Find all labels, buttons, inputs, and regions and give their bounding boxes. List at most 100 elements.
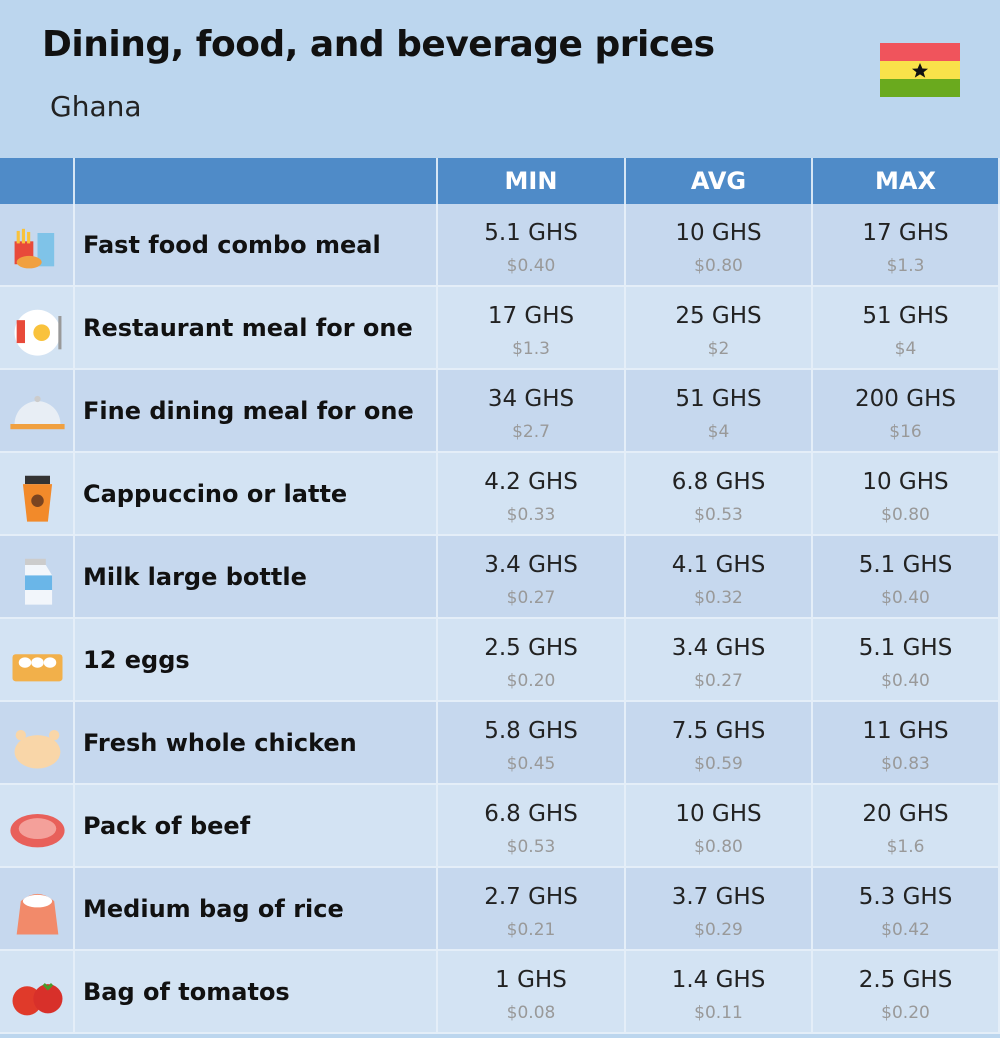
local-price: 3.4 GHS — [484, 552, 578, 578]
price-cell: 200 GHS $16 — [813, 370, 1000, 453]
item-icon — [14, 309, 62, 356]
usd-price: $0.27 — [506, 588, 556, 608]
usd-price: $0.29 — [694, 920, 743, 940]
local-price: 3.4 GHS — [671, 635, 766, 661]
usd-price: $0.20 — [506, 671, 556, 691]
item-icon — [12, 983, 63, 1016]
price-cell: 3.4 GHS $0.27 — [438, 536, 626, 619]
local-price: 2.5 GHS — [484, 635, 578, 661]
price-cell: 10 GHS $0.80 — [813, 453, 1000, 536]
flag — [880, 43, 960, 97]
price-cell: 20 GHS $1.6 — [813, 785, 1000, 868]
item-icon — [25, 558, 53, 605]
price-cell: 34 GHS $2.7 — [438, 370, 626, 453]
table-row: Pack of beef 6.8 GHS $0.53 10 GHS $0.80 20 GH… — [0, 785, 1000, 868]
usd-price: $4 — [707, 422, 730, 442]
usd-price: $0.45 — [506, 754, 556, 774]
table-row: Bag of tomatos 1 GHS $0.08 1.4 GHS $0.11 2.5 … — [0, 951, 1000, 1034]
item-name: Fine dining meal for one — [75, 370, 438, 453]
item-icon — [16, 893, 59, 935]
item-icon — [14, 228, 55, 269]
local-price: 5.3 GHS — [858, 884, 953, 910]
local-price: 25 GHS — [675, 303, 762, 329]
item-name: Bag of tomatos — [75, 951, 438, 1034]
local-price: 3.7 GHS — [671, 884, 766, 910]
usd-price: $1.6 — [886, 837, 925, 857]
local-price: 51 GHS — [862, 303, 949, 329]
usd-price: $0.33 — [506, 505, 556, 525]
icon-cell — [0, 785, 75, 868]
item-name: Fresh whole chicken — [75, 702, 438, 785]
local-price: 34 GHS — [487, 386, 575, 412]
table-row: Fine dining meal for one 34 GHS $2.7 51 GHS… — [0, 370, 1000, 453]
column-header: MAX — [813, 158, 1000, 204]
local-price: 1 GHS — [495, 967, 567, 993]
local-price: 10 GHS — [862, 469, 949, 495]
icon-cell — [0, 453, 75, 536]
local-price: 5.1 GHS — [484, 220, 578, 246]
item-icon — [22, 475, 53, 522]
item-name: Pack of beef — [75, 785, 438, 868]
icon-cell — [0, 204, 75, 287]
price-cell: 1.4 GHS $0.11 — [626, 951, 813, 1034]
usd-price: $0.40 — [881, 588, 930, 608]
icon-cell — [0, 287, 75, 370]
table-row: Cappuccino or latte 4.2 GHS $0.33 6.8 GHS $0… — [0, 453, 1000, 536]
usd-price: $0.40 — [881, 671, 930, 691]
local-price: 51 GHS — [675, 386, 762, 412]
table-row: Fresh whole chicken 5.8 GHS $0.45 7.5 GHS $0… — [0, 702, 1000, 785]
local-price: 5.1 GHS — [858, 552, 953, 578]
price-cell: 7.5 GHS $0.59 — [626, 702, 813, 785]
usd-price: $1.3 — [512, 339, 550, 359]
price-cell: 10 GHS $0.80 — [626, 785, 813, 868]
price-cell: 51 GHS $4 — [626, 370, 813, 453]
local-price: 5.8 GHS — [484, 718, 578, 744]
table-row: Milk large bottle 3.4 GHS $0.27 4.1 GHS $0.3… — [0, 536, 1000, 619]
item-icon — [10, 814, 65, 848]
usd-price: $0.40 — [506, 256, 556, 276]
price-cell: 1 GHS $0.08 — [438, 951, 626, 1034]
price-cell: 5.8 GHS $0.45 — [438, 702, 626, 785]
usd-price: $0.83 — [881, 754, 930, 774]
icon-cell — [0, 536, 75, 619]
usd-price: $4 — [894, 339, 917, 359]
usd-price: $16 — [889, 422, 922, 442]
usd-price: $0.32 — [694, 588, 743, 608]
usd-price: $0.11 — [694, 1003, 743, 1023]
price-cell: 17 GHS $1.3 — [813, 204, 1000, 287]
local-price: 2.7 GHS — [484, 884, 578, 910]
local-price: 17 GHS — [862, 220, 949, 246]
item-name: 12 eggs — [75, 619, 438, 702]
usd-price: $0.53 — [506, 837, 556, 857]
price-cell: 3.4 GHS $0.27 — [626, 619, 813, 702]
table-row: Restaurant meal for one 17 GHS $1.3 25 GHS $… — [0, 287, 1000, 370]
item-icon — [12, 654, 63, 682]
price-cell: 51 GHS $4 — [813, 287, 1000, 370]
usd-price: $0.27 — [694, 671, 743, 691]
item-icon — [10, 395, 65, 430]
price-cell: 17 GHS $1.3 — [438, 287, 626, 370]
icon-cell — [0, 868, 75, 951]
price-cell: 4.1 GHS $0.32 — [626, 536, 813, 619]
price-cell: 5.1 GHS $0.40 — [438, 204, 626, 287]
column-header: MIN — [438, 158, 626, 204]
icon-cell — [0, 370, 75, 453]
usd-price: $0.42 — [881, 920, 930, 940]
local-price: 4.1 GHS — [671, 552, 766, 578]
local-price: 5.1 GHS — [858, 635, 953, 661]
price-cell: 10 GHS $0.80 — [626, 204, 813, 287]
header-cell — [75, 158, 438, 204]
price-cell: 2.5 GHS $0.20 — [438, 619, 626, 702]
local-price: 4.2 GHS — [484, 469, 578, 495]
local-price: 1.4 GHS — [671, 967, 766, 993]
local-price: 6.8 GHS — [484, 801, 578, 827]
usd-price: $0.20 — [881, 1003, 930, 1023]
icon-cell — [0, 619, 75, 702]
local-price: 10 GHS — [675, 801, 762, 827]
usd-price: $0.59 — [694, 754, 743, 774]
local-price: 17 GHS — [487, 303, 575, 329]
price-cell: 6.8 GHS $0.53 — [626, 453, 813, 536]
price-cell: 25 GHS $2 — [626, 287, 813, 370]
local-price: 10 GHS — [675, 220, 762, 246]
